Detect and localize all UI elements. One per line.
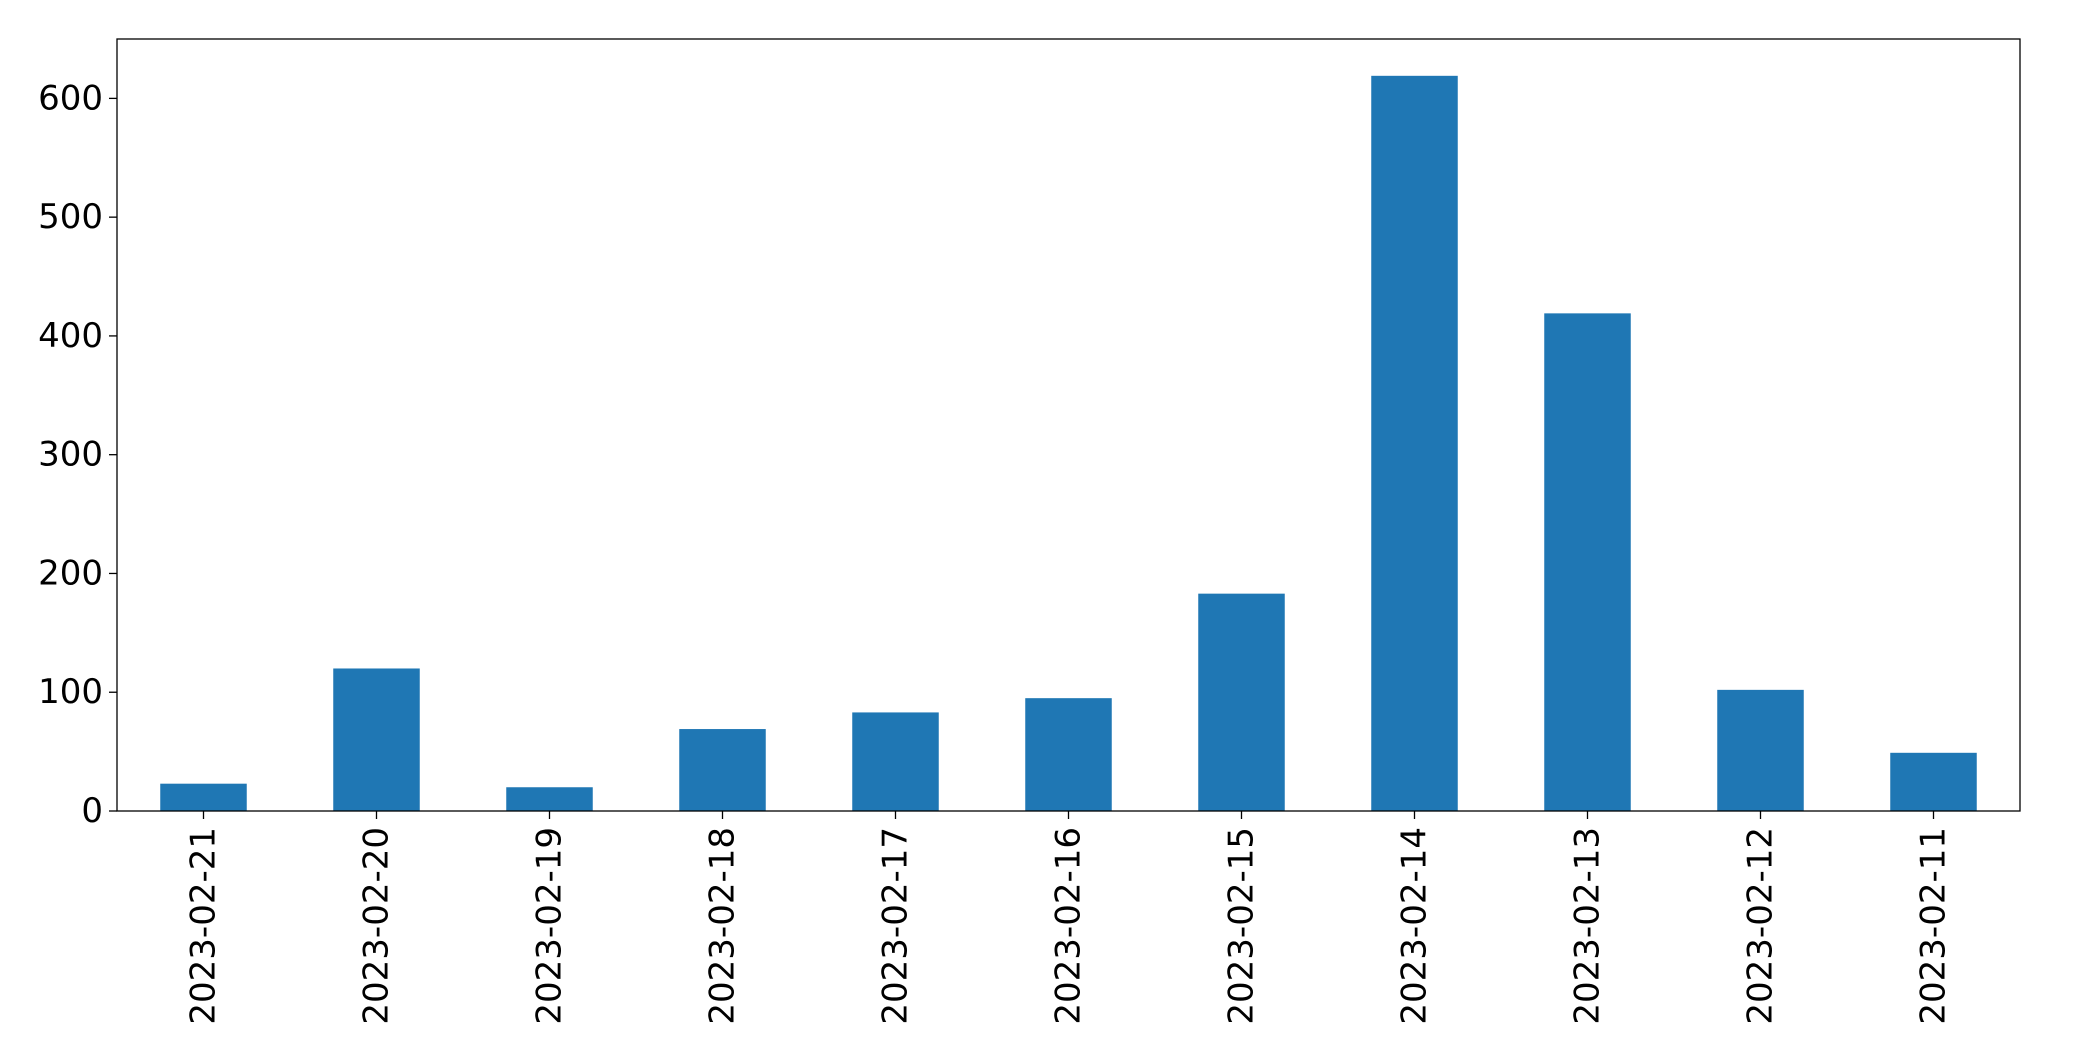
x-tick-label: 2023-02-14 <box>1395 827 1435 1025</box>
bars-group <box>160 75 1977 811</box>
y-tick-label: 400 <box>38 316 103 356</box>
x-tick-label: 2023-02-12 <box>1741 827 1781 1025</box>
x-tick-label: 2023-02-15 <box>1222 827 1262 1025</box>
y-tick-label: 300 <box>38 435 103 475</box>
bar-2023-02-16 <box>1025 698 1112 811</box>
y-tick-label: 500 <box>38 197 103 237</box>
y-tick-label: 100 <box>38 672 103 712</box>
y-tick-label: 600 <box>38 78 103 118</box>
bar-2023-02-14 <box>1371 75 1458 811</box>
bar-2023-02-11 <box>1890 752 1977 811</box>
y-tick-label: 0 <box>81 791 103 831</box>
bar-2023-02-13 <box>1544 313 1631 811</box>
bar-2023-02-12 <box>1717 689 1804 811</box>
x-tick-label: 2023-02-21 <box>184 827 224 1025</box>
y-tick-label: 200 <box>38 553 103 593</box>
bar-2023-02-15 <box>1198 593 1285 811</box>
x-tick-label: 2023-02-17 <box>876 827 916 1025</box>
plot-frame <box>116 38 2021 812</box>
x-tick-label: 2023-02-13 <box>1568 827 1608 1025</box>
y-axis: 0 100 200 300 400 500 600 <box>38 78 117 831</box>
bar-2023-02-17 <box>852 712 939 811</box>
bar-2023-02-19 <box>506 787 593 811</box>
x-tick-label: 2023-02-16 <box>1049 827 1089 1025</box>
bar-2023-02-20 <box>333 668 420 811</box>
bar-2023-02-18 <box>679 729 766 811</box>
x-axis: 2023-02-21 2023-02-20 2023-02-19 2023-02-18… <box>184 811 1954 1025</box>
x-tick-label: 2023-02-11 <box>1914 827 1954 1025</box>
x-tick-label: 2023-02-19 <box>530 827 570 1025</box>
x-tick-label: 2023-02-18 <box>703 827 743 1025</box>
x-tick-label: 2023-02-20 <box>357 827 397 1025</box>
bar-2023-02-21 <box>160 783 247 811</box>
